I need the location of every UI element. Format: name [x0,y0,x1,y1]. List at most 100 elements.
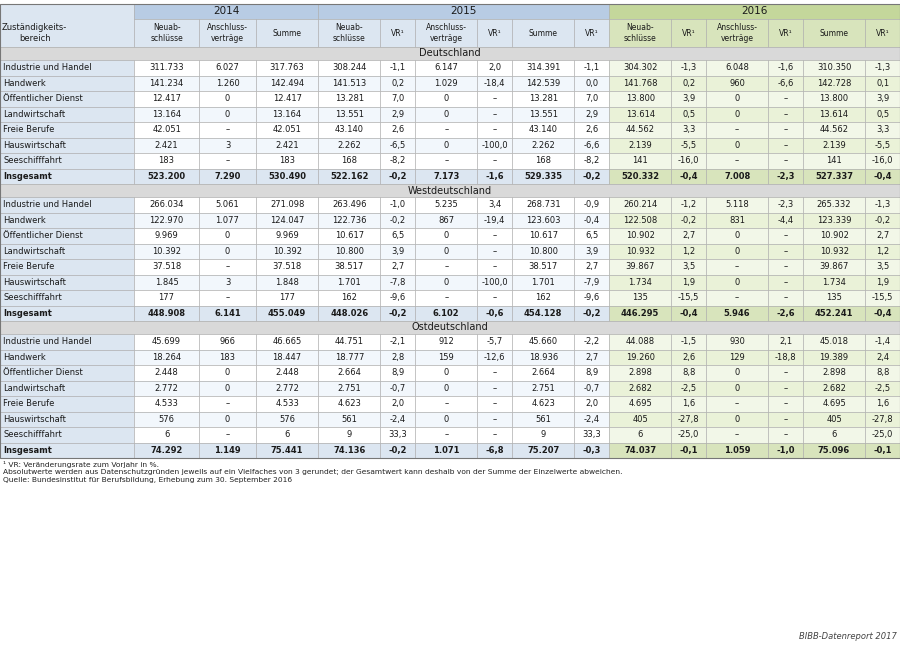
Text: 1,9: 1,9 [876,278,889,287]
Bar [865,290,900,306]
Bar [512,169,574,184]
Bar [803,153,865,169]
Bar [199,213,256,228]
Bar [0,76,134,91]
Text: 142.494: 142.494 [270,79,304,88]
Text: -0,2: -0,2 [389,446,407,455]
Bar [0,259,134,275]
Bar [574,275,609,290]
Text: Landwirtschaft: Landwirtschaft [3,247,65,256]
Bar [199,334,256,349]
Bar [415,365,477,380]
Text: –: – [225,399,230,408]
Text: 10.902: 10.902 [626,231,654,240]
Text: 2.139: 2.139 [628,141,652,150]
Text: 1.845: 1.845 [155,278,178,287]
Text: 6: 6 [284,430,290,439]
Text: 2,6: 2,6 [682,353,696,362]
Text: 0: 0 [444,94,449,103]
Bar [512,228,574,244]
Bar [134,213,199,228]
Text: 46.665: 46.665 [273,337,302,346]
Text: –: – [225,293,230,302]
Bar [415,349,477,365]
Text: Industrie und Handel: Industrie und Handel [3,63,92,72]
Text: 1,2: 1,2 [876,247,889,256]
Text: -1,3: -1,3 [875,200,891,209]
Text: –: – [784,156,788,165]
Text: 1,2: 1,2 [682,247,695,256]
Text: Seeschifffahrt: Seeschifffahrt [3,293,62,302]
Text: 3,4: 3,4 [488,200,501,209]
Text: –: – [492,293,497,302]
Text: 38.517: 38.517 [335,262,364,271]
Text: 18.936: 18.936 [528,353,558,362]
Text: -1,3: -1,3 [875,63,891,72]
Bar [609,197,671,213]
Bar [512,213,574,228]
Text: 2.421: 2.421 [275,141,299,150]
Text: -1,5: -1,5 [680,337,697,346]
Text: Neuab-
schlüsse: Neuab- schlüsse [624,23,657,43]
Bar [256,60,319,76]
Bar [319,76,381,91]
Bar [319,169,381,184]
Text: -0,1: -0,1 [873,446,892,455]
Text: 2.421: 2.421 [155,141,178,150]
Bar [477,259,512,275]
Bar [671,138,706,153]
Bar [381,443,415,458]
Text: 1.701: 1.701 [338,278,361,287]
Bar [199,107,256,122]
Text: 8,9: 8,9 [585,368,598,377]
Text: 2.898: 2.898 [628,368,652,377]
Bar [134,122,199,138]
Bar [706,365,769,380]
Text: –: – [444,156,448,165]
Text: –: – [784,293,788,302]
Bar [0,60,134,76]
Text: 141: 141 [633,156,648,165]
Bar [0,138,134,153]
Bar [769,228,803,244]
Bar [574,76,609,91]
Text: 2.139: 2.139 [823,141,846,150]
Bar [319,290,381,306]
Text: 2.262: 2.262 [531,141,555,150]
Text: 405: 405 [826,415,842,424]
Text: 74.037: 74.037 [624,446,656,455]
Bar [415,396,477,412]
Text: 8,9: 8,9 [392,368,404,377]
Bar [134,4,319,19]
Bar [769,349,803,365]
Text: -27,8: -27,8 [678,415,699,424]
Text: 9: 9 [346,430,352,439]
Text: -0,2: -0,2 [389,309,407,318]
Bar [609,349,671,365]
Bar [199,138,256,153]
Text: 561: 561 [536,415,551,424]
Bar [199,306,256,321]
Bar [865,60,900,76]
Text: 45.018: 45.018 [820,337,849,346]
Text: 18.447: 18.447 [273,353,302,362]
Bar [609,91,671,107]
Text: 39.867: 39.867 [626,262,655,271]
Text: 9.969: 9.969 [275,231,299,240]
Bar [803,427,865,443]
Bar [706,306,769,321]
Text: Hauswirtschaft: Hauswirtschaft [3,278,66,287]
Text: 2.664: 2.664 [338,368,361,377]
Text: -0,2: -0,2 [582,172,601,181]
Text: 13.164: 13.164 [152,110,181,119]
Text: Handwerk: Handwerk [3,353,46,362]
Bar [477,213,512,228]
Text: 2,6: 2,6 [585,125,598,134]
Text: -6,6: -6,6 [583,141,600,150]
Bar [769,275,803,290]
Bar [574,153,609,169]
Text: 19.260: 19.260 [626,353,654,362]
Text: 0: 0 [444,384,449,393]
Bar [865,306,900,321]
Bar [769,122,803,138]
